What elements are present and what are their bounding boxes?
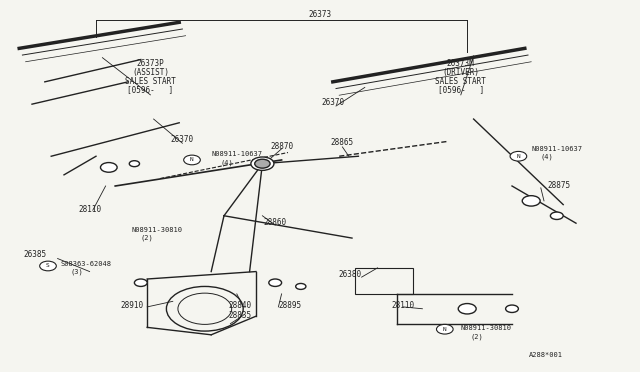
Text: 28910: 28910	[121, 301, 144, 310]
Text: S: S	[46, 263, 50, 269]
Circle shape	[184, 155, 200, 165]
Circle shape	[550, 212, 563, 219]
Text: N: N	[516, 154, 520, 159]
Text: N08911-30810: N08911-30810	[131, 227, 182, 233]
Circle shape	[134, 279, 147, 286]
Text: 28895: 28895	[278, 301, 301, 310]
Text: 28835: 28835	[228, 311, 252, 320]
Circle shape	[40, 261, 56, 271]
Text: N: N	[443, 327, 447, 332]
Text: 26385: 26385	[24, 250, 47, 259]
Text: 26373M: 26373M	[447, 59, 475, 68]
Text: 28870: 28870	[270, 142, 293, 151]
Circle shape	[129, 161, 140, 167]
Text: N08911-30810: N08911-30810	[461, 325, 512, 331]
Circle shape	[296, 283, 306, 289]
Text: 28875: 28875	[547, 181, 570, 190]
Text: N: N	[190, 157, 194, 163]
Circle shape	[458, 304, 476, 314]
Circle shape	[251, 157, 274, 170]
Text: 26370: 26370	[321, 98, 344, 107]
Text: 28110: 28110	[78, 205, 101, 214]
Circle shape	[100, 163, 117, 172]
Text: 28110: 28110	[392, 301, 415, 310]
Text: (DRIVER): (DRIVER)	[442, 68, 479, 77]
Circle shape	[269, 279, 282, 286]
Text: SALES START: SALES START	[435, 77, 486, 86]
Bar	[355, 268, 413, 294]
Circle shape	[522, 196, 540, 206]
Circle shape	[506, 305, 518, 312]
Circle shape	[510, 151, 527, 161]
Text: A288*001: A288*001	[529, 352, 563, 358]
Text: (ASSIST): (ASSIST)	[132, 68, 169, 77]
Text: S08363-62048: S08363-62048	[61, 261, 112, 267]
Text: (2): (2)	[470, 333, 483, 340]
Circle shape	[436, 324, 453, 334]
Text: (3): (3)	[70, 268, 83, 275]
Text: (4): (4)	[541, 154, 554, 160]
Text: 28840: 28840	[228, 301, 252, 310]
Text: [0596-   ]: [0596- ]	[127, 85, 173, 94]
Text: 26380: 26380	[339, 270, 362, 279]
Text: 28860: 28860	[264, 218, 287, 227]
Text: (4): (4)	[221, 159, 234, 166]
Text: 28865: 28865	[331, 138, 354, 147]
Text: N08911-10637: N08911-10637	[531, 146, 582, 152]
Text: SALES START: SALES START	[125, 77, 176, 86]
Text: 26373P: 26373P	[136, 59, 164, 68]
Text: [0596-   ]: [0596- ]	[438, 85, 484, 94]
Text: N08911-10637: N08911-10637	[211, 151, 262, 157]
Text: 26373: 26373	[308, 10, 332, 19]
Circle shape	[255, 159, 270, 168]
Text: (2): (2)	[141, 235, 154, 241]
Text: 26370: 26370	[171, 135, 194, 144]
